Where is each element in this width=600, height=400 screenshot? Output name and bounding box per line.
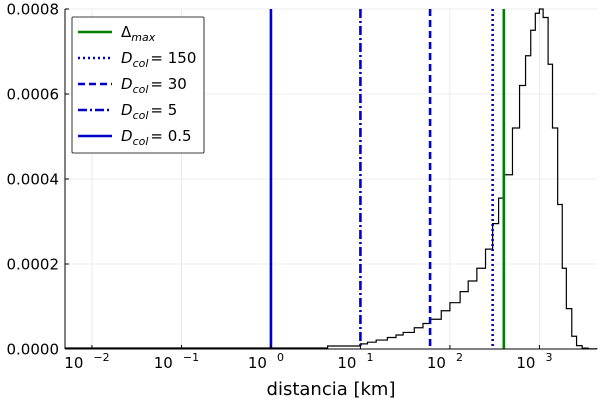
y-tick-label: 0.0008 (7, 1, 60, 19)
x-tick-label: 10 2 (427, 351, 463, 372)
density-curve (65, 8, 598, 350)
plot-area (65, 8, 598, 350)
legend-box (71, 16, 205, 154)
legend-label-2: Dcol = 150 (121, 49, 196, 70)
y-tick-label: 0.0006 (7, 86, 60, 104)
legend-label-3: Dcol = 30 (121, 75, 187, 96)
x-tick-label: 10 0 (248, 351, 284, 372)
x-tick-label: 10 1 (337, 351, 373, 372)
legend: Δmax Dcol = 150 Dcol = 30 Dcol = 5 Dcol = 0.5 (71, 16, 205, 154)
y-tick-label: 0.0002 (7, 256, 60, 274)
legend-label-1: Δmax (121, 23, 156, 44)
legend-label-4: Dcol = 5 (121, 101, 177, 122)
x-tick-label: 10 3 (516, 351, 552, 372)
legend-label-5: Dcol = 0.5 (121, 127, 192, 148)
tick-labels: 10 −2 10 −1 10 0 10 1 10 2 10 3 0.0000 0.0002 0.0004 0.… (7, 1, 553, 373)
y-tick-label: 0.0004 (7, 171, 60, 189)
x-axis-label: distancia [km] (267, 379, 396, 400)
y-tick-label: 0.0000 (7, 341, 60, 359)
x-tick-label: 10 −1 (154, 351, 199, 372)
x-tick-label: 10 −2 (64, 351, 109, 372)
